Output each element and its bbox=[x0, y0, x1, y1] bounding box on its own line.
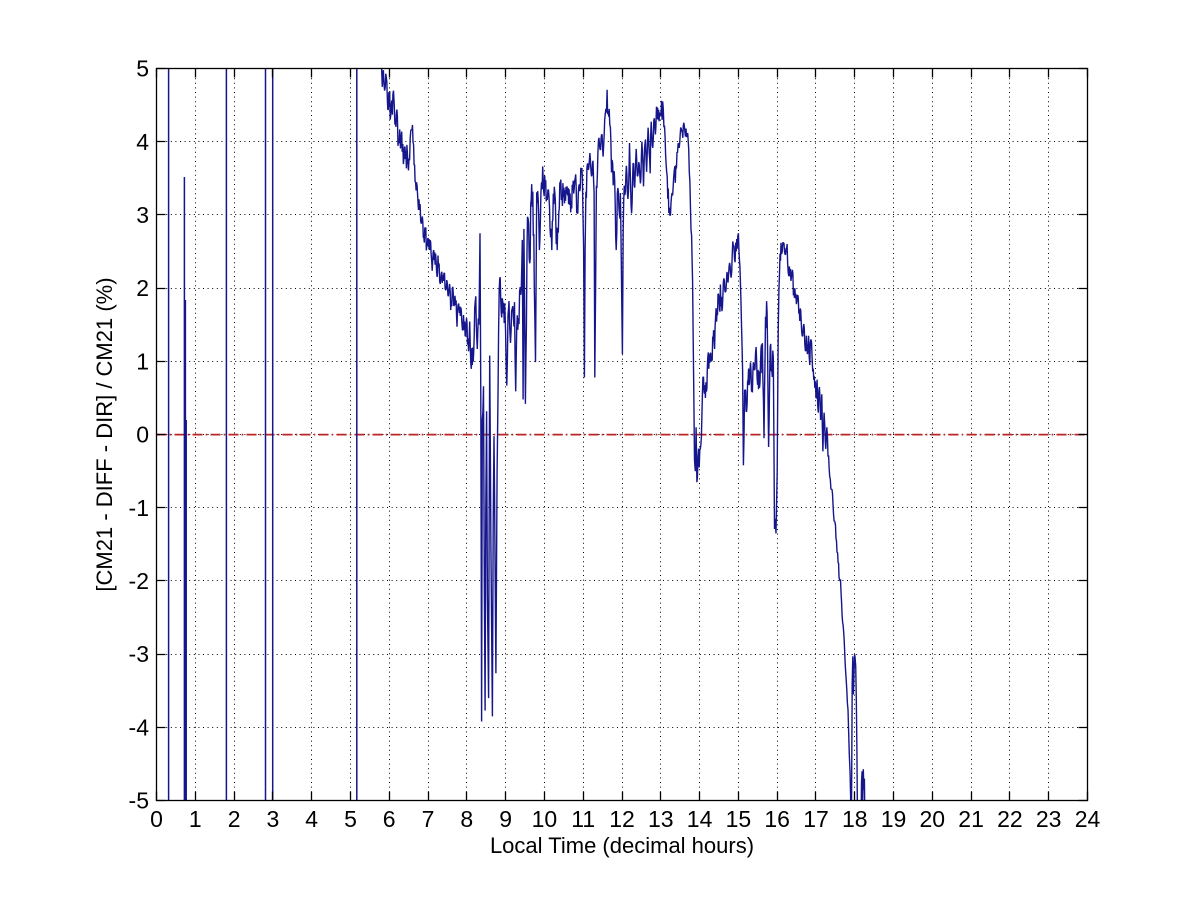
svg-text:-5: -5 bbox=[129, 788, 149, 814]
svg-text:[CM21 - DIFF - DIR] / CM21 (%): [CM21 - DIFF - DIR] / CM21 (%) bbox=[92, 277, 117, 591]
svg-text:-2: -2 bbox=[129, 568, 149, 594]
svg-text:12: 12 bbox=[609, 806, 635, 832]
svg-text:2: 2 bbox=[136, 275, 149, 301]
svg-text:20: 20 bbox=[920, 806, 946, 832]
svg-text:-3: -3 bbox=[129, 641, 149, 667]
svg-text:Local Time (decimal hours): Local Time (decimal hours) bbox=[490, 833, 754, 858]
svg-text:3: 3 bbox=[267, 806, 280, 832]
svg-text:1: 1 bbox=[189, 806, 202, 832]
svg-text:13: 13 bbox=[648, 806, 674, 832]
svg-text:4: 4 bbox=[305, 806, 318, 832]
svg-text:2: 2 bbox=[228, 806, 241, 832]
svg-text:9: 9 bbox=[499, 806, 512, 832]
svg-text:18: 18 bbox=[842, 806, 868, 832]
svg-text:17: 17 bbox=[803, 806, 829, 832]
svg-text:4: 4 bbox=[136, 129, 149, 155]
svg-text:3: 3 bbox=[136, 202, 149, 228]
svg-text:0: 0 bbox=[136, 422, 149, 448]
svg-text:22: 22 bbox=[997, 806, 1023, 832]
svg-text:7: 7 bbox=[422, 806, 435, 832]
svg-text:19: 19 bbox=[881, 806, 907, 832]
svg-text:24: 24 bbox=[1075, 806, 1101, 832]
svg-text:5: 5 bbox=[136, 56, 149, 82]
svg-text:10: 10 bbox=[532, 806, 558, 832]
svg-text:14: 14 bbox=[687, 806, 713, 832]
svg-text:6: 6 bbox=[383, 806, 396, 832]
svg-text:1: 1 bbox=[136, 348, 149, 374]
svg-text:-4: -4 bbox=[129, 714, 150, 740]
svg-text:8: 8 bbox=[460, 806, 473, 832]
svg-text:-1: -1 bbox=[129, 495, 149, 521]
svg-text:21: 21 bbox=[958, 806, 984, 832]
svg-text:5: 5 bbox=[344, 806, 357, 832]
svg-text:15: 15 bbox=[726, 806, 752, 832]
svg-text:11: 11 bbox=[571, 806, 595, 832]
svg-text:23: 23 bbox=[1036, 806, 1062, 832]
svg-text:16: 16 bbox=[764, 806, 790, 832]
svg-text:0: 0 bbox=[150, 806, 163, 832]
